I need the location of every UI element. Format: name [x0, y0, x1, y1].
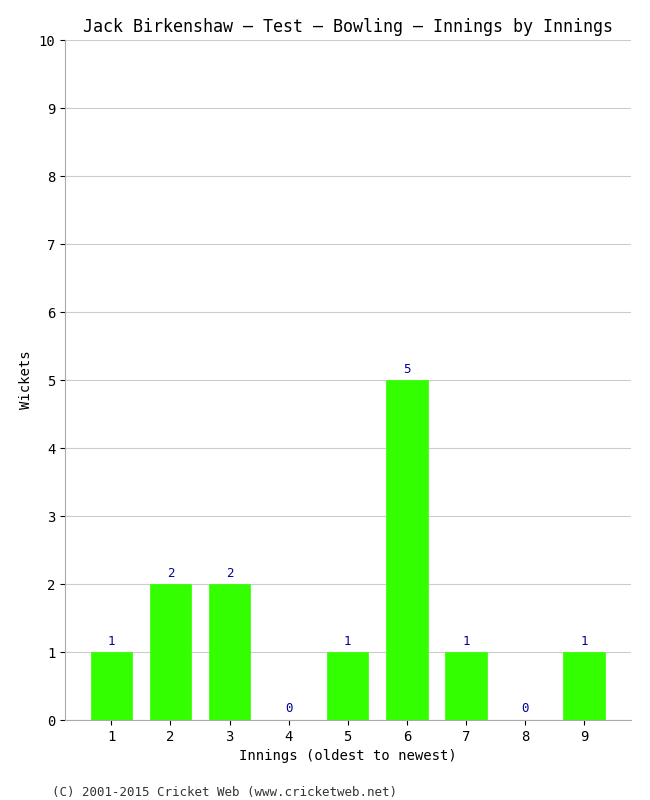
Text: 1: 1	[580, 635, 588, 648]
Text: 2: 2	[226, 567, 233, 580]
Text: (C) 2001-2015 Cricket Web (www.cricketweb.net): (C) 2001-2015 Cricket Web (www.cricketwe…	[52, 786, 397, 799]
Text: 0: 0	[521, 702, 528, 714]
Bar	[327, 652, 369, 720]
Bar	[150, 584, 191, 720]
Text: 0: 0	[285, 702, 292, 714]
Text: 2: 2	[167, 567, 174, 580]
Text: 1: 1	[462, 635, 470, 648]
Bar	[564, 652, 604, 720]
Bar	[386, 380, 428, 720]
Bar	[209, 584, 250, 720]
Text: 5: 5	[403, 363, 411, 376]
Title: Jack Birkenshaw – Test – Bowling – Innings by Innings: Jack Birkenshaw – Test – Bowling – Innin…	[83, 18, 613, 36]
Bar	[91, 652, 132, 720]
Text: 1: 1	[344, 635, 352, 648]
Y-axis label: Wickets: Wickets	[19, 350, 33, 410]
Text: 1: 1	[108, 635, 115, 648]
X-axis label: Innings (oldest to newest): Innings (oldest to newest)	[239, 750, 456, 763]
Bar	[445, 652, 487, 720]
